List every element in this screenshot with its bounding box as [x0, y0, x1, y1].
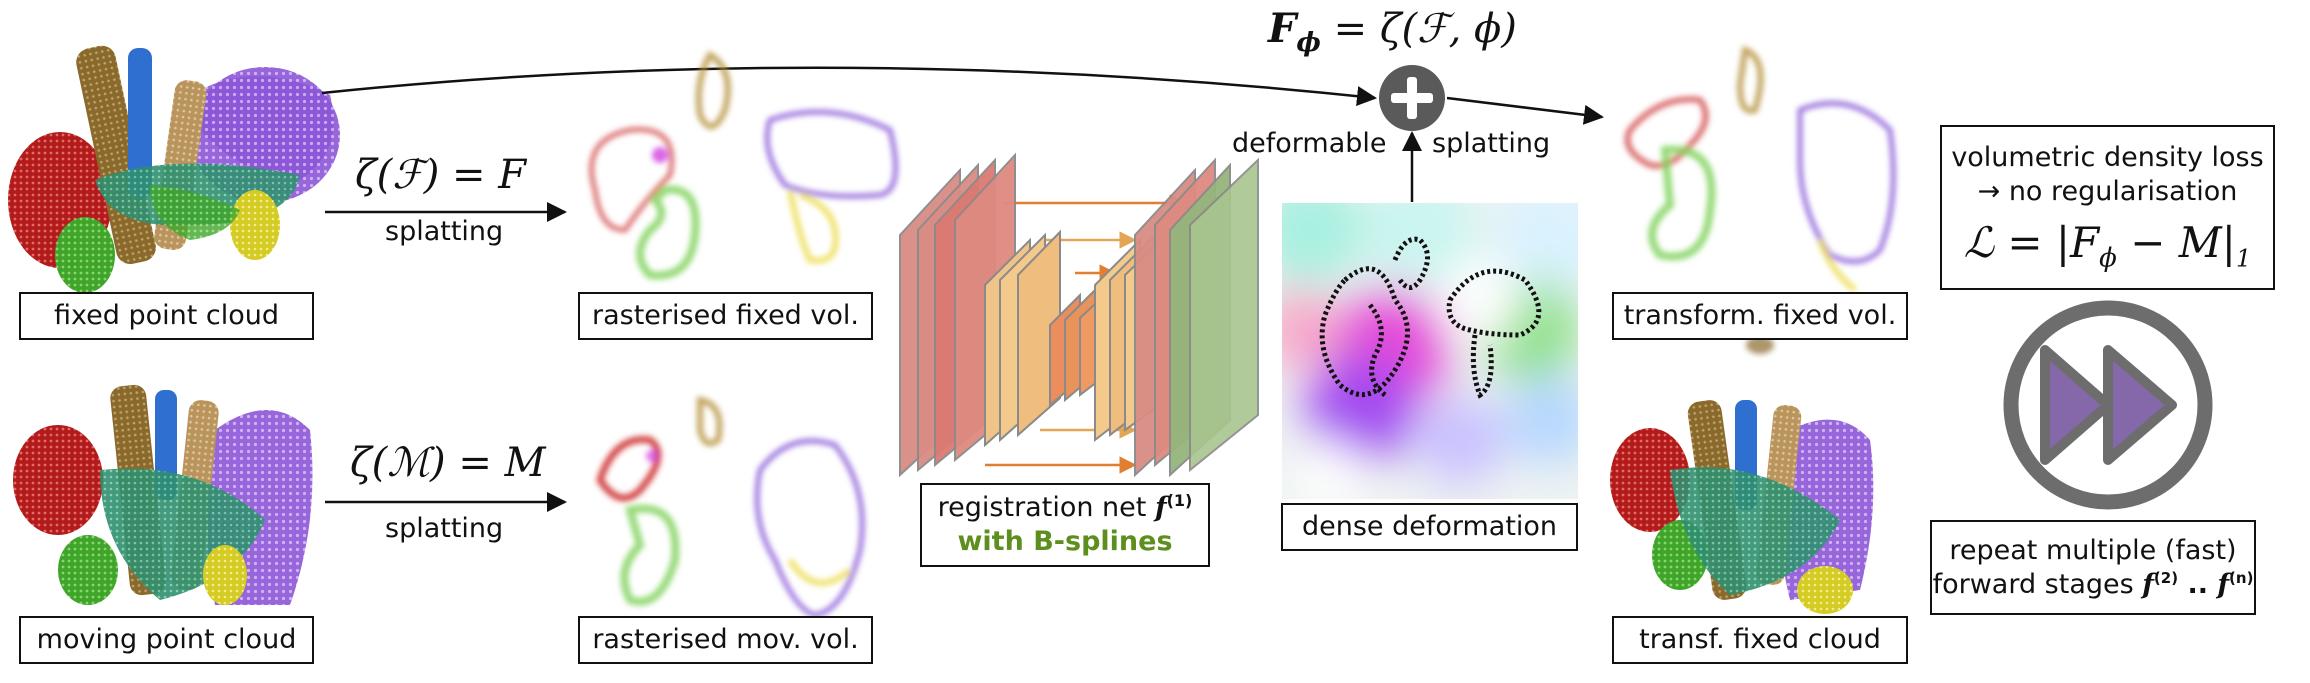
splatting-right-text: splatting: [1432, 128, 1551, 159]
repeat-fn: f: [2217, 568, 2230, 600]
dense-deformation-label: dense deformation: [1281, 503, 1578, 551]
reg-net-sup: (1): [1166, 491, 1193, 511]
loss-formula-rest: − M|: [2116, 217, 2236, 267]
plus-to-transformed-arrow: [1446, 96, 1604, 125]
loss-line2: → no regularisation: [1977, 175, 2238, 207]
fast-forward-icon: [2003, 300, 2213, 510]
splatting-top-text: splatting: [385, 216, 504, 247]
f-phi-rhs: = ζ(ℱ, ϕ): [1320, 6, 1517, 52]
repeat-sup2: (2): [2153, 568, 2179, 587]
repeat-line1: repeat multiple (fast): [1949, 534, 2237, 566]
loss-box: volumetric density loss → no regularisat…: [1940, 125, 2275, 290]
repeat-line2-text: forward stages: [1932, 568, 2134, 600]
registration-net-label: registration net f(1) with B-splines: [920, 483, 1210, 567]
dense-deformation-field: [1282, 203, 1578, 499]
deformable-text: deformable: [1232, 128, 1387, 159]
splat-fixed-formula: ζ(ℱ) = F: [355, 152, 527, 198]
repeat-dots: ..: [2178, 568, 2218, 600]
loss-formula: ℒ = |Fϕ − M|1: [1964, 217, 2252, 275]
plus-circle-icon: [1379, 65, 1445, 131]
bsplines-text: with B-splines: [957, 526, 1173, 557]
rasterised-fixed-label: rasterised fixed vol.: [578, 292, 873, 340]
registration-network: [899, 152, 1259, 478]
loss-formula-norm: 1: [2235, 243, 2252, 272]
repeat-box: repeat multiple (fast) forward stages f(…: [1930, 520, 2256, 615]
splat-moving-formula: ζ(ℳ) = M: [350, 440, 546, 486]
loss-formula-lhs: ℒ = |F: [1963, 217, 2100, 267]
splatting-bottom-text: splatting: [385, 513, 504, 544]
transf-fixed-cloud-label: transf. fixed cloud: [1612, 616, 1908, 664]
loss-formula-sub: ϕ: [2099, 242, 2117, 273]
transformed-fixed-volume: [1624, 45, 1896, 354]
fixed-point-cloud-label: fixed point cloud: [19, 292, 314, 340]
repeat-f2: f: [2142, 568, 2154, 600]
f-phi-F: F: [1268, 5, 1297, 52]
rasterised-moving-label: rasterised mov. vol.: [578, 616, 873, 664]
transform-fixed-vol-label: transform. fixed vol.: [1612, 292, 1908, 340]
moving-point-cloud-label: moving point cloud: [19, 616, 314, 664]
reg-net-text: registration net: [937, 492, 1147, 524]
repeat-line2: forward stages f(2) .. f(n): [1933, 568, 2254, 602]
rasterised-moving-volume: [596, 396, 865, 618]
rasterised-fixed-volume: [589, 50, 899, 280]
f-phi-sub: ϕ: [1296, 28, 1321, 58]
transformed-fixed-cloud-image: [1610, 400, 1874, 614]
repeat-supn: (n): [2229, 568, 2254, 587]
loss-line1: volumetric density loss: [1951, 142, 2264, 173]
moving-point-cloud-image: [13, 384, 313, 605]
long-curved-arrow: [321, 66, 1377, 107]
fixed-point-cloud-image: [8, 45, 340, 293]
f-phi-formula: Fϕ = ζ(ℱ, ϕ): [1268, 5, 1517, 58]
